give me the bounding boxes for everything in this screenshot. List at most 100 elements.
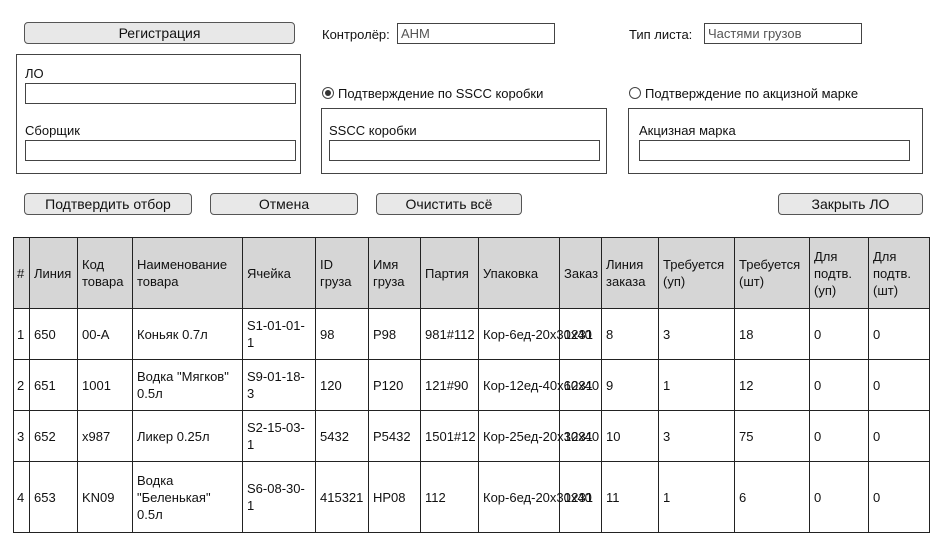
- clear-button[interactable]: Очистить всё: [376, 193, 522, 215]
- cancel-button[interactable]: Отмена: [210, 193, 358, 215]
- close-lo-button[interactable]: Закрыть ЛО: [778, 193, 923, 215]
- col-header-package[interactable]: Упаковка: [478, 237, 560, 309]
- cell-num: 3: [13, 410, 30, 462]
- cell-required-pcs: 75: [734, 410, 810, 462]
- cell-confirm-pcs: 0: [868, 461, 930, 533]
- cell-order: 1231: [559, 308, 602, 360]
- col-header-batch[interactable]: Партия: [420, 237, 479, 309]
- cell-confirm-pkg: 0: [809, 308, 869, 360]
- excise-radio[interactable]: [629, 87, 641, 99]
- cell-required-pkg: 1: [658, 359, 735, 411]
- cell-cell: S2-15-03-1: [242, 410, 316, 462]
- col-header-confirm-pcs[interactable]: Для подтв. (шт): [868, 237, 930, 309]
- table-row[interactable]: 1 650 00-А Коньяк 0.7л S1-01-01-1 98 P98…: [13, 308, 930, 360]
- cell-required-pkg: 1: [658, 461, 735, 533]
- cell-name: Водка "Мягков" 0.5л: [132, 359, 243, 411]
- lo-group: ЛО Сборщик: [16, 54, 301, 174]
- col-header-required-pcs[interactable]: Требуется (шт): [734, 237, 810, 309]
- excise-input[interactable]: [639, 140, 910, 161]
- cell-order-line: 10: [601, 410, 659, 462]
- cell-line: 650: [29, 308, 78, 360]
- cell-batch: 112: [420, 461, 479, 533]
- col-header-cell[interactable]: Ячейка: [242, 237, 316, 309]
- cell-confirm-pcs: 0: [868, 410, 930, 462]
- col-header-cargo-id[interactable]: ID груза: [315, 237, 369, 309]
- table-row[interactable]: 2 651 1001 Водка "Мягков" 0.5л S9-01-18-…: [13, 359, 930, 411]
- picking-table: # Линия Код товара Наименование товара Я…: [13, 237, 930, 533]
- picker-label: Сборщик: [25, 123, 80, 138]
- cell-confirm-pcs: 0: [868, 359, 930, 411]
- cell-line: 652: [29, 410, 78, 462]
- lo-input[interactable]: [25, 83, 296, 104]
- excise-group: Акцизная марка: [628, 108, 923, 174]
- cell-name: Ликер 0.25л: [132, 410, 243, 462]
- cell-package: Кор-25ед-20x30x40: [478, 410, 599, 462]
- cell-num: 2: [13, 359, 30, 411]
- table-header-row: # Линия Код товара Наименование товара Я…: [13, 237, 930, 309]
- cell-cargo-name: P5432: [368, 410, 421, 462]
- controller-field[interactable]: АНМ: [397, 23, 555, 44]
- cell-cargo-id: 5432: [315, 410, 369, 462]
- cell-name: Водка "Беленькая" 0.5л: [132, 461, 243, 533]
- col-header-code[interactable]: Код товара: [77, 237, 133, 309]
- col-header-confirm-pkg[interactable]: Для подтв. (уп): [809, 237, 869, 309]
- sscc-group: SSCC коробки: [321, 108, 607, 174]
- cell-cell: S6-08-30-1: [242, 461, 316, 533]
- col-header-num[interactable]: #: [13, 237, 30, 309]
- cell-line: 653: [29, 461, 78, 533]
- cell-required-pcs: 6: [734, 461, 810, 533]
- sscc-field-label: SSCC коробки: [329, 123, 417, 138]
- cell-confirm-pkg: 0: [809, 359, 869, 411]
- cell-cell: S9-01-18-3: [242, 359, 316, 411]
- cell-order-line: 11: [601, 461, 659, 533]
- cell-num: 4: [13, 461, 30, 533]
- excise-option-label[interactable]: Подтверждение по акцизной марке: [645, 86, 859, 101]
- lo-label: ЛО: [25, 66, 44, 81]
- cell-order: 1231: [559, 359, 602, 411]
- sscc-radio[interactable]: [322, 87, 334, 99]
- cell-package: Кор-12ед-40x60x40: [478, 359, 599, 411]
- cell-batch: 981#112: [420, 308, 479, 360]
- cell-required-pkg: 3: [658, 410, 735, 462]
- col-header-line[interactable]: Линия: [29, 237, 78, 309]
- cell-required-pkg: 3: [658, 308, 735, 360]
- col-header-cargo-name[interactable]: Имя груза: [368, 237, 421, 309]
- cell-batch: 1501#12: [420, 410, 479, 462]
- cell-cargo-name: HP08: [368, 461, 421, 533]
- cell-cargo-id: 415321: [315, 461, 369, 533]
- cell-package: Кор-6ед-20x30x40: [478, 461, 592, 533]
- cell-required-pcs: 18: [734, 308, 810, 360]
- table-row[interactable]: 4 653 KN09 Водка "Беленькая" 0.5л S6-08-…: [13, 461, 930, 533]
- cell-name: Коньяк 0.7л: [132, 308, 243, 360]
- col-header-order-line[interactable]: Линия заказа: [601, 237, 659, 309]
- cell-cargo-id: 98: [315, 308, 369, 360]
- cell-cargo-name: P98: [368, 308, 421, 360]
- excise-field-label: Акцизная марка: [639, 123, 736, 138]
- controller-label: Контролёр:: [322, 27, 390, 42]
- sscc-option-label[interactable]: Подтверждение по SSCC коробки: [338, 86, 544, 101]
- cell-confirm-pkg: 0: [809, 410, 869, 462]
- cell-package: Кор-6ед-20x30x40: [478, 308, 592, 360]
- cell-line: 651: [29, 359, 78, 411]
- cell-num: 1: [13, 308, 30, 360]
- register-button[interactable]: Регистрация: [24, 22, 295, 44]
- col-header-order[interactable]: Заказ: [559, 237, 602, 309]
- picker-input[interactable]: [25, 140, 296, 161]
- cell-code: x987: [77, 410, 133, 462]
- cell-code: 1001: [77, 359, 133, 411]
- cell-cargo-name: P120: [368, 359, 421, 411]
- sheet-type-field[interactable]: Частями грузов: [704, 23, 862, 44]
- cell-confirm-pcs: 0: [868, 308, 930, 360]
- cell-order-line: 9: [601, 359, 659, 411]
- table-row[interactable]: 3 652 x987 Ликер 0.25л S2-15-03-1 5432 P…: [13, 410, 930, 462]
- cell-batch: 121#90: [420, 359, 479, 411]
- cell-code: 00-А: [77, 308, 133, 360]
- cell-cell: S1-01-01-1: [242, 308, 316, 360]
- confirm-button[interactable]: Подтвердить отбор: [24, 193, 192, 215]
- sscc-input[interactable]: [329, 140, 600, 161]
- cell-order: 1231: [559, 461, 602, 533]
- cell-code: KN09: [77, 461, 133, 533]
- col-header-name[interactable]: Наименование товара: [132, 237, 243, 309]
- cell-order-line: 8: [601, 308, 659, 360]
- col-header-required-pkg[interactable]: Требуется (уп): [658, 237, 735, 309]
